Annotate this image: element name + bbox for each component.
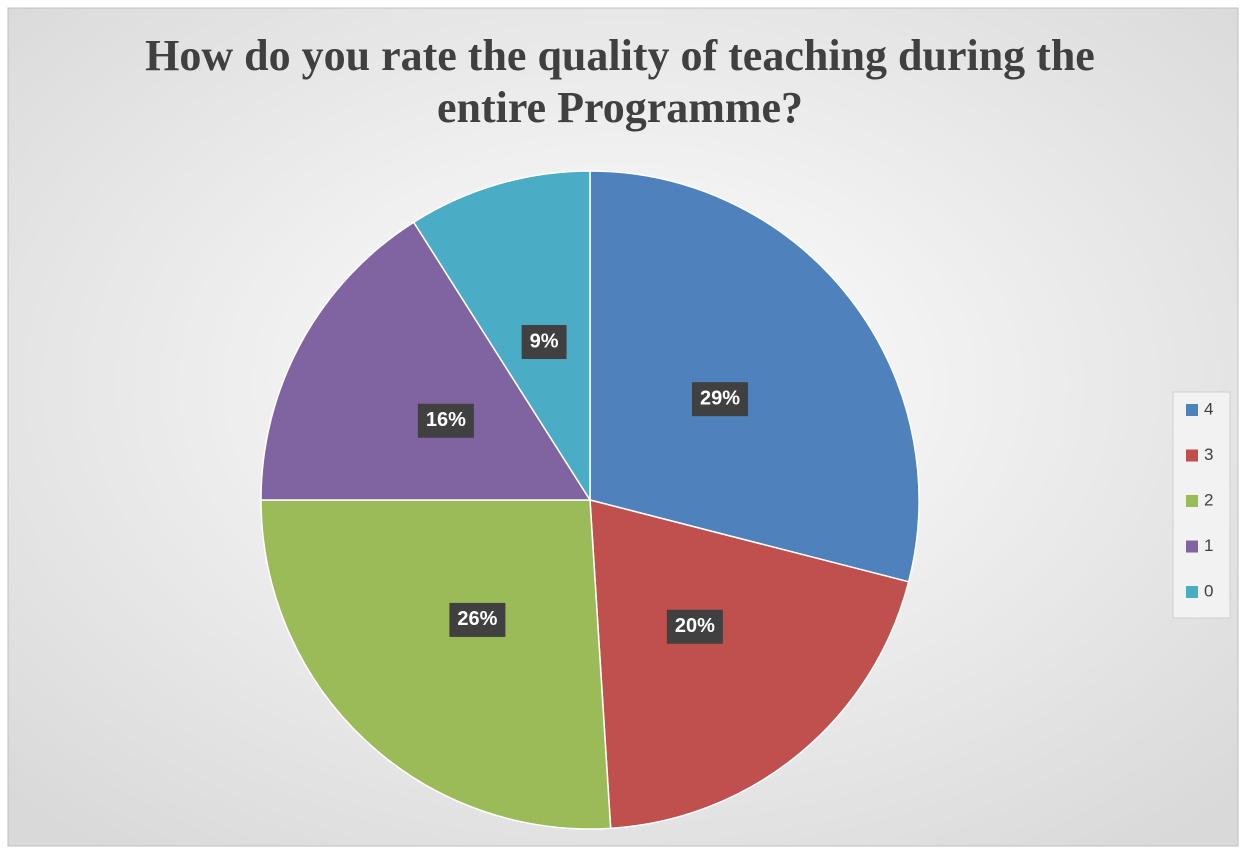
legend-label: 2 bbox=[1204, 490, 1213, 509]
legend-swatch bbox=[1186, 586, 1198, 598]
legend-swatch bbox=[1186, 404, 1198, 416]
data-label: 16% bbox=[426, 409, 466, 431]
legend-label: 0 bbox=[1204, 581, 1213, 600]
legend-label: 3 bbox=[1204, 445, 1213, 464]
legend-swatch bbox=[1186, 449, 1198, 462]
legend-label: 4 bbox=[1204, 399, 1213, 418]
data-label-box bbox=[521, 325, 567, 360]
pie-slice bbox=[589, 170, 920, 583]
pie-slice bbox=[260, 221, 592, 501]
data-label: 29% bbox=[700, 387, 740, 409]
data-label-box bbox=[449, 602, 506, 637]
chart-title: How do you rate the quality of teaching … bbox=[145, 31, 1095, 132]
legend-swatch bbox=[1186, 540, 1198, 553]
data-label-box bbox=[417, 403, 474, 438]
data-label: 26% bbox=[457, 608, 497, 630]
legend-box bbox=[1172, 391, 1231, 619]
legend-label: 1 bbox=[1204, 536, 1213, 555]
legend-swatch bbox=[1186, 495, 1198, 507]
data-label-box bbox=[691, 382, 748, 417]
pie-slice bbox=[260, 499, 612, 830]
pie-slice bbox=[589, 499, 910, 830]
data-label: 9% bbox=[530, 330, 559, 352]
data-label: 20% bbox=[675, 615, 715, 637]
pie-slice bbox=[412, 170, 591, 503]
data-label-box bbox=[666, 609, 723, 644]
